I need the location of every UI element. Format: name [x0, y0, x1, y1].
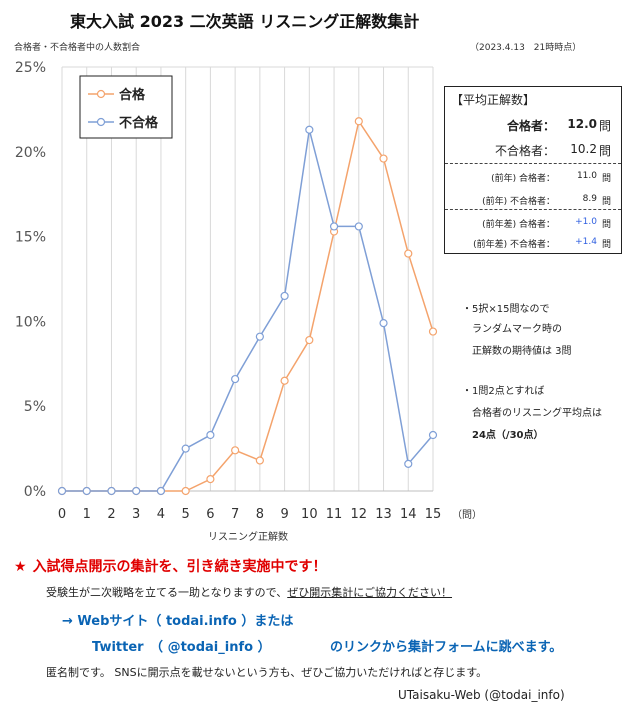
note-line-6: 24点（/30点） — [472, 430, 544, 441]
x-tick-label: 1 — [83, 507, 91, 522]
legend-label-fail: 不合格 — [119, 115, 159, 131]
data-point-fail — [181, 444, 190, 453]
x-tick-label: 6 — [206, 507, 214, 522]
note-line-5: 合格者のリスニング平均点は — [472, 408, 602, 419]
data-point-fail — [329, 222, 339, 231]
note-line-3: 正解数の期待値は 3問 — [472, 346, 572, 357]
legend-marker-fail — [96, 117, 106, 127]
y-tick-label: 5% — [24, 399, 46, 415]
x-tick-label: 3 — [132, 507, 140, 522]
series-line-pass — [62, 119, 434, 492]
data-point-pass — [379, 154, 388, 163]
data-point-fail — [379, 318, 388, 328]
x-tick-label: 10 — [301, 507, 318, 522]
data-point-fail — [354, 222, 363, 231]
data-point-fail — [231, 374, 240, 384]
note-line-1: ・5択×15問なので — [462, 304, 550, 315]
data-point-pass — [354, 117, 363, 126]
chart-title: 東大入試 2023 二次英語 リスニング正解数集計 — [70, 12, 420, 31]
data-point-fail — [57, 486, 67, 496]
x-axis-label: リスニング正解数 — [208, 530, 288, 543]
data-point-fail — [82, 486, 91, 496]
series-line-fail — [62, 129, 434, 492]
x-tick-label: 4 — [157, 507, 165, 522]
x-tick-label: 12 — [351, 507, 368, 522]
average-stats-box: 【平均正解数】 合格者： 12.0 問 不合格者： 10.2 問 (前年) 合格… — [444, 86, 622, 254]
line-chart: 0%5%10%15%20%25%0 1 2 3 4 5 6 7 8 9 10 11 12 13 14 15 リ… — [15, 60, 482, 543]
data-point-fail — [255, 332, 264, 341]
x-tick-label: 11 — [326, 507, 343, 522]
data-point-fail — [107, 486, 116, 496]
data-point-fail — [132, 486, 141, 496]
y-tick-label: 10% — [15, 314, 46, 330]
x-tick-label: 0 — [58, 507, 66, 522]
x-tick-label: 15 — [425, 507, 442, 522]
data-point-pass — [206, 475, 215, 484]
y-tick-label: 20% — [15, 145, 46, 161]
timestamp: （2023.4.13 21時時点） — [470, 43, 582, 53]
data-point-pass — [305, 335, 314, 345]
data-point-pass — [231, 446, 240, 455]
star-icon: ★ — [14, 559, 27, 575]
legend-marker-pass — [96, 89, 106, 99]
x-tick-label: 2 — [107, 507, 115, 522]
x-tick-label: 14 — [400, 507, 417, 522]
anonymity-note: 匿名制です。 SNSに開示点を載せないという方も、ぜひご協力いただければと存じま… — [46, 666, 488, 679]
credit: UTaisaku-Web (@todai_info) — [398, 688, 565, 702]
x-tick-label: 7 — [231, 507, 239, 522]
x-tick-label: 5 — [182, 507, 190, 522]
legend: 合格 不合格 — [79, 75, 173, 139]
form-link-text: のリンクから集計フォームに跳べます。 — [330, 640, 563, 655]
data-point-fail — [404, 459, 413, 468]
twitter-link[interactable]: Twitter （ @todai_info ） — [92, 640, 271, 655]
data-point-fail — [156, 486, 166, 496]
data-point-fail — [305, 125, 314, 134]
stats-heading: 【平均正解数】 — [451, 93, 536, 107]
data-point-pass — [255, 456, 264, 465]
legend-label-pass: 合格 — [119, 87, 146, 103]
x-tick-label: 8 — [256, 507, 264, 522]
data-point-fail — [206, 430, 215, 440]
data-point-pass — [181, 486, 190, 496]
x-axis-unit: （問） — [452, 509, 482, 521]
y-tick-label: 25% — [15, 60, 46, 76]
announcement-headline: ★ 入試得点開示の集計を、引き続き実施中です！ — [14, 559, 327, 575]
data-point-fail — [280, 291, 289, 301]
data-point-pass — [404, 249, 413, 258]
website-link[interactable]: → Webサイト（ todai.info ）または — [62, 614, 294, 629]
data-point-pass — [428, 327, 438, 336]
x-tick-label: 13 — [375, 507, 392, 522]
y-tick-label: 0% — [24, 484, 46, 500]
data-point-fail — [428, 430, 438, 440]
announcement-text: 受験生が二次戦略を立てる一助となりますので、ぜひ開示集計にご協力ください！ — [46, 586, 453, 599]
y-tick-label: 15% — [15, 230, 46, 246]
x-tick-label: 9 — [280, 507, 288, 522]
data-point-pass — [280, 376, 289, 385]
note-line-2: ランダムマーク時の — [472, 324, 562, 335]
note-line-4: ・1問2点とすれば — [462, 386, 545, 397]
chart-subtitle: 合格者・不合格者中の人数割合 — [14, 43, 141, 53]
